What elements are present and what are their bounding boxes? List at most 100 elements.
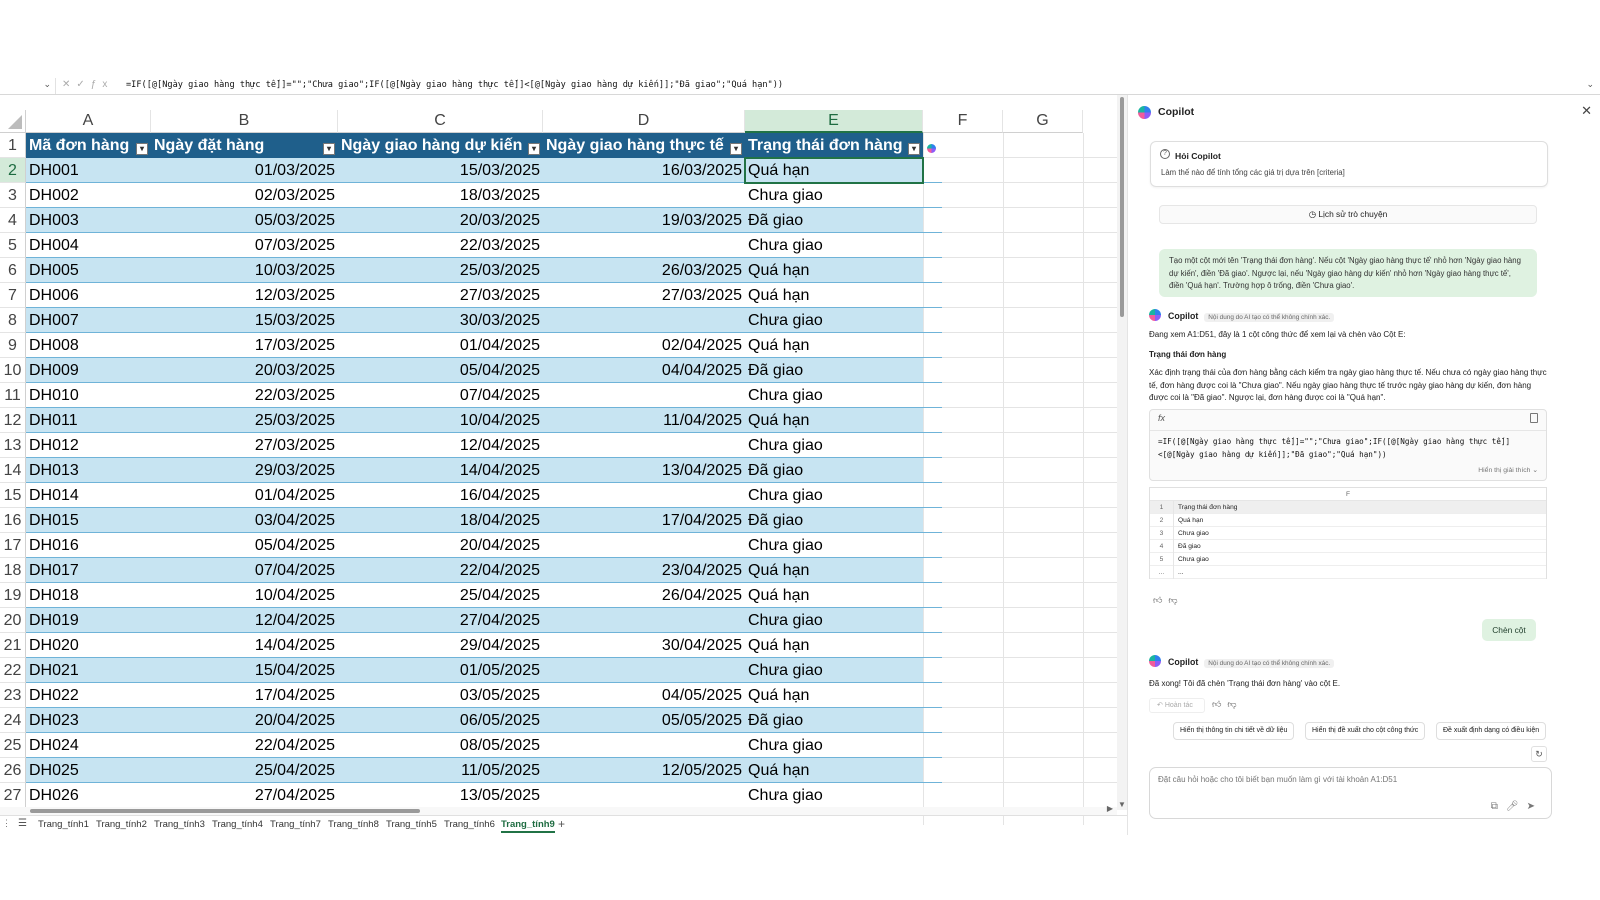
table-cell[interactable]: 25/03/2025	[338, 258, 543, 283]
add-sheet-button[interactable]: +	[558, 817, 566, 831]
close-icon[interactable]: ✕	[1581, 103, 1592, 118]
select-all-corner[interactable]	[0, 110, 26, 133]
filter-dropdown-icon[interactable]: ▾	[730, 143, 742, 155]
table-cell[interactable]: 19/03/2025	[543, 208, 745, 233]
row-header[interactable]: 11	[0, 383, 26, 408]
column-header-f[interactable]: F	[923, 110, 1003, 133]
table-cell[interactable]: 11/05/2025	[338, 758, 543, 783]
table-cell[interactable]: 04/05/2025	[543, 683, 745, 708]
table-cell[interactable]: Quá hạn	[745, 333, 923, 358]
table-header-cell[interactable]: Trạng thái đơn hàng ▾	[745, 133, 923, 158]
thumbs-up-icon[interactable]: 👍︎	[1212, 699, 1228, 709]
table-cell[interactable]: 11/04/2025	[543, 408, 745, 433]
table-cell[interactable]: DH001	[26, 158, 151, 183]
row-header[interactable]: 20	[0, 608, 26, 633]
table-cell[interactable]: DH012	[26, 433, 151, 458]
row-header[interactable]: 23	[0, 683, 26, 708]
table-cell[interactable]: 22/03/2025	[338, 233, 543, 258]
row-header[interactable]: 6	[0, 258, 26, 283]
table-cell[interactable]: Chưa giao	[745, 433, 923, 458]
table-cell[interactable]: 20/03/2025	[151, 358, 338, 383]
table-cell[interactable]: 17/03/2025	[151, 333, 338, 358]
table-cell[interactable]: DH017	[26, 558, 151, 583]
formula-input[interactable]: =IF([@[Ngày giao hàng thực tế]]="";"Chưa…	[126, 80, 784, 90]
table-cell[interactable]: DH021	[26, 658, 151, 683]
table-cell[interactable]: 15/03/2025	[338, 158, 543, 183]
row-header[interactable]: 21	[0, 633, 26, 658]
table-cell[interactable]: 17/04/2025	[151, 683, 338, 708]
table-cell[interactable]: DH023	[26, 708, 151, 733]
table-cell[interactable]: 07/03/2025	[151, 233, 338, 258]
table-header-cell[interactable]: Ngày giao hàng dự kiến ▾	[338, 133, 543, 158]
table-cell[interactable]: Chưa giao	[745, 608, 923, 633]
table-cell[interactable]: DH020	[26, 633, 151, 658]
table-cell[interactable]	[543, 608, 745, 633]
undo-button[interactable]: ↶ Hoàn tác	[1149, 698, 1205, 713]
table-cell[interactable]: 27/03/2025	[151, 433, 338, 458]
column-header-c[interactable]: C	[338, 110, 543, 133]
table-cell[interactable]: 18/04/2025	[338, 508, 543, 533]
confirm-icon[interactable]: ✓	[76, 79, 91, 90]
table-cell[interactable]: Quá hạn	[745, 683, 923, 708]
column-header-g[interactable]: G	[1003, 110, 1083, 133]
table-cell[interactable]: 29/04/2025	[338, 633, 543, 658]
copy-icon[interactable]	[1530, 413, 1538, 423]
thumbs-down-icon[interactable]: 👎︎	[1168, 595, 1184, 605]
send-icon[interactable]: ➤	[1526, 801, 1543, 812]
table-cell[interactable]: DH015	[26, 508, 151, 533]
column-header-a[interactable]: A	[26, 110, 151, 133]
table-cell[interactable]: Chưa giao	[745, 533, 923, 558]
table-cell[interactable]: 20/04/2025	[338, 533, 543, 558]
table-cell[interactable]: 15/03/2025	[151, 308, 338, 333]
table-cell[interactable]: 02/03/2025	[151, 183, 338, 208]
table-cell[interactable]: 22/04/2025	[338, 558, 543, 583]
table-cell[interactable]: 30/03/2025	[338, 308, 543, 333]
table-cell[interactable]: 03/05/2025	[338, 683, 543, 708]
table-cell[interactable]: 07/04/2025	[338, 383, 543, 408]
table-cell[interactable]: 27/03/2025	[543, 283, 745, 308]
table-cell[interactable]: 23/04/2025	[543, 558, 745, 583]
show-explanation-button[interactable]: Hiển thị giải thích ⌄	[1478, 466, 1538, 474]
horizontal-scroll-thumb[interactable]	[30, 809, 420, 813]
sheet-tab[interactable]: Trang_tính9	[501, 819, 555, 833]
table-cell[interactable]: Đã giao	[745, 358, 923, 383]
table-cell[interactable]: 30/04/2025	[543, 633, 745, 658]
row-header[interactable]: 7	[0, 283, 26, 308]
table-cell[interactable]: DH013	[26, 458, 151, 483]
thumbs-down-icon[interactable]: 👎︎	[1227, 699, 1243, 709]
sheet-tab[interactable]: Trang_tính1	[38, 819, 89, 830]
table-cell[interactable]	[543, 433, 745, 458]
table-cell[interactable]: 10/04/2025	[338, 408, 543, 433]
table-cell[interactable]: 08/05/2025	[338, 733, 543, 758]
table-cell[interactable]: 01/03/2025	[151, 158, 338, 183]
row-header[interactable]: 1	[0, 133, 26, 158]
table-cell[interactable]: Đã giao	[745, 208, 923, 233]
ask-copilot-suggestion[interactable]: Làm thế nào để tính tổng các giá trị dựa…	[1161, 168, 1345, 177]
scroll-right-icon[interactable]: ▶	[1106, 804, 1113, 813]
column-header-d[interactable]: D	[543, 110, 745, 133]
table-cell[interactable]: DH010	[26, 383, 151, 408]
table-cell[interactable]: DH014	[26, 483, 151, 508]
table-cell[interactable]: Đã giao	[745, 458, 923, 483]
table-cell[interactable]: 25/04/2025	[338, 583, 543, 608]
row-header[interactable]: 17	[0, 533, 26, 558]
table-cell[interactable]: 03/04/2025	[151, 508, 338, 533]
table-cell[interactable]: DH004	[26, 233, 151, 258]
table-header-cell[interactable]: Ngày đặt hàng ▾	[151, 133, 338, 158]
table-cell[interactable]	[543, 308, 745, 333]
table-cell[interactable]: DH016	[26, 533, 151, 558]
sheet-tab[interactable]: Trang_tính8	[328, 819, 379, 830]
table-cell[interactable]: Quá hạn	[745, 758, 923, 783]
table-cell[interactable]: 02/04/2025	[543, 333, 745, 358]
table-cell[interactable]: DH008	[26, 333, 151, 358]
row-header[interactable]: 5	[0, 233, 26, 258]
table-cell[interactable]: DH005	[26, 258, 151, 283]
filter-dropdown-icon[interactable]: ▾	[528, 143, 540, 155]
row-header[interactable]: 8	[0, 308, 26, 333]
table-cell[interactable]: 12/04/2025	[338, 433, 543, 458]
table-cell[interactable]: Chưa giao	[745, 308, 923, 333]
table-cell[interactable]: 01/04/2025	[338, 333, 543, 358]
table-cell[interactable]: Chưa giao	[745, 733, 923, 758]
table-cell[interactable]: 15/04/2025	[151, 658, 338, 683]
table-cell[interactable]: 05/04/2025	[151, 533, 338, 558]
